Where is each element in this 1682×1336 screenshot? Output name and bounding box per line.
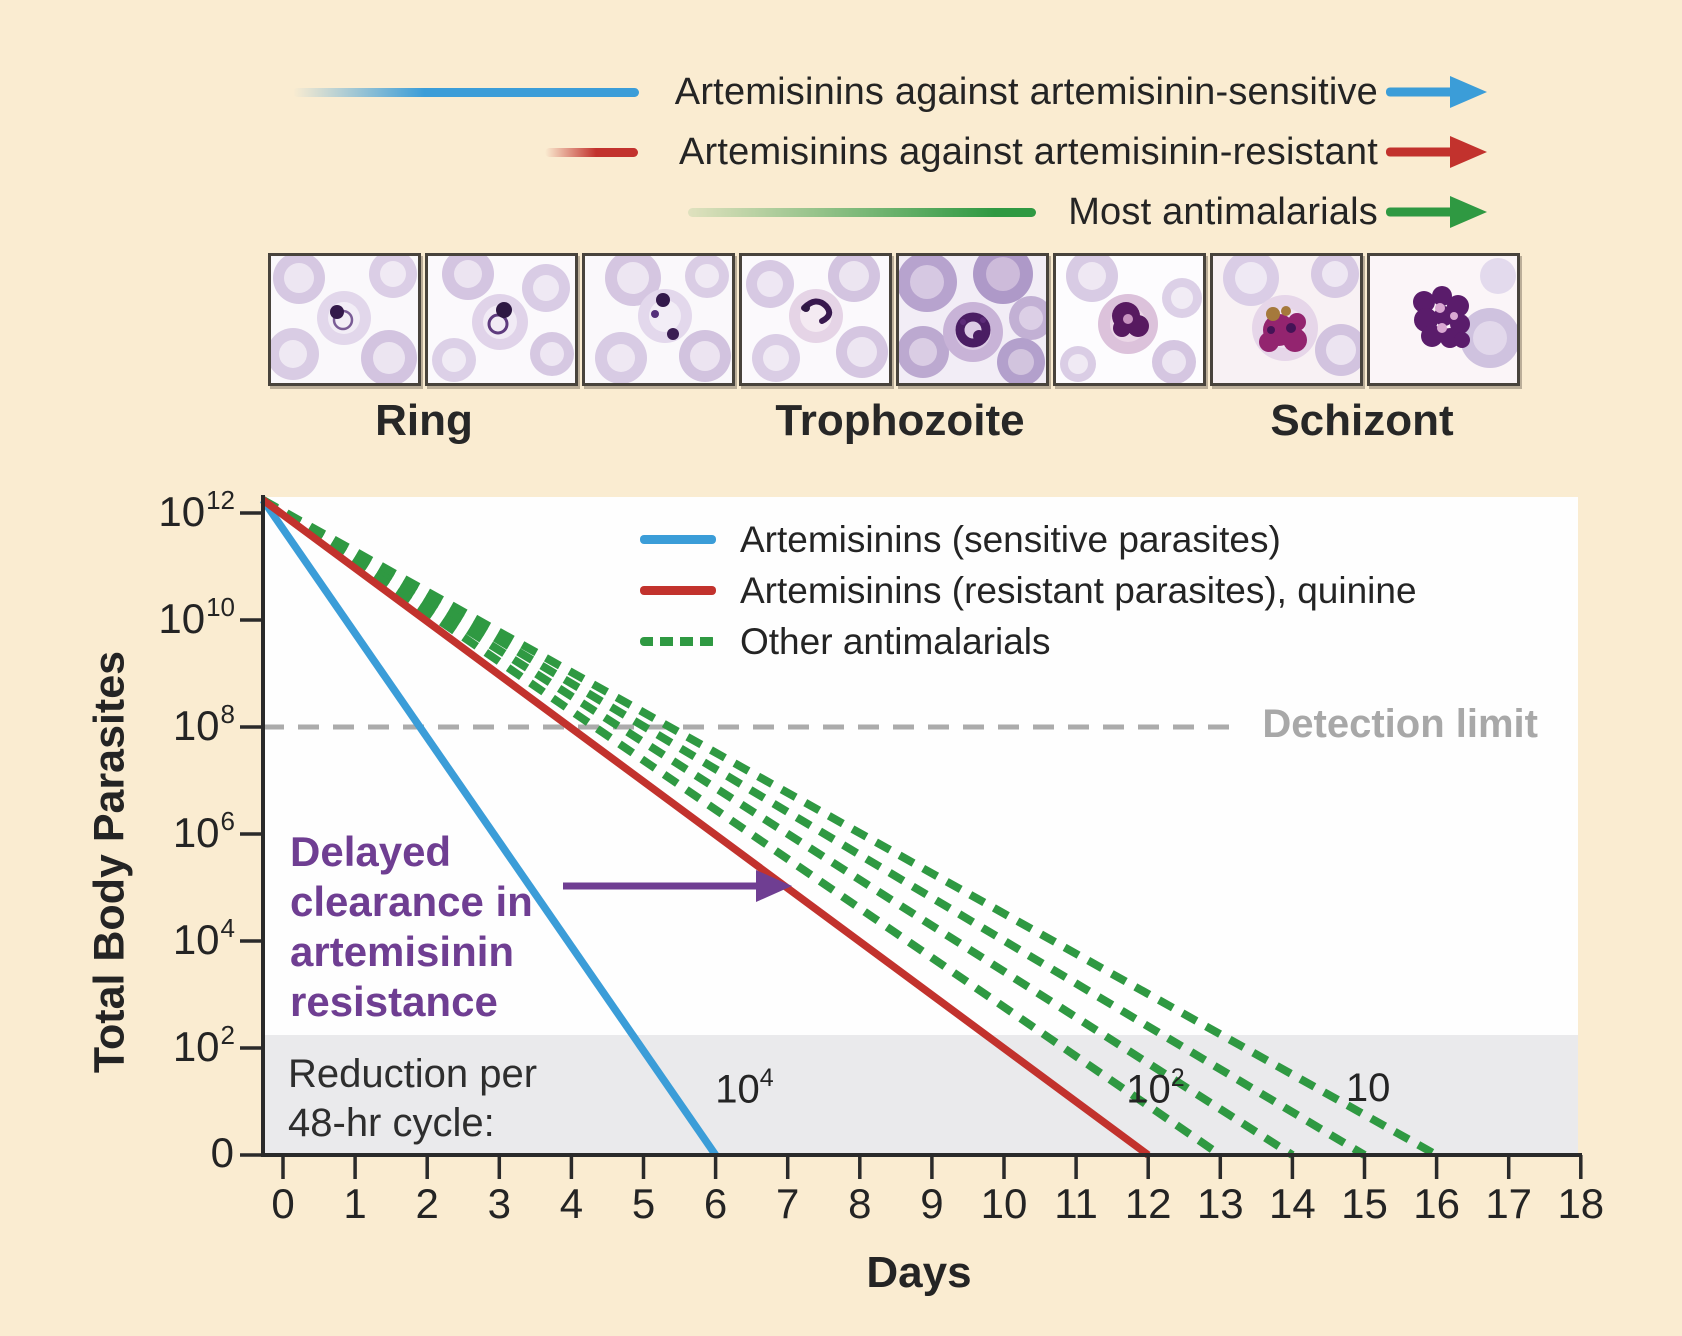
reduction-value-label: 10	[1345, 1066, 1391, 1110]
line-swatch-icon	[640, 535, 716, 544]
smear-photo-7	[1210, 253, 1363, 386]
legend-item: Other antimalarials	[640, 616, 1417, 667]
x-tick-label: 15	[1341, 1180, 1388, 1227]
smear-photo-6	[1053, 253, 1206, 386]
reduction-value-label: 102	[1126, 1064, 1185, 1112]
x-tick-label: 14	[1269, 1180, 1316, 1227]
legend-label: Artemisinins (resistant parasites), quin…	[740, 569, 1417, 611]
x-tick-label: 12	[1124, 1180, 1172, 1227]
arrow-label: Most antimalarials	[1068, 191, 1378, 233]
stage-label-trophozoite: Trophozoite	[775, 396, 1025, 445]
x-tick-label: 10	[980, 1180, 1028, 1227]
y-tick-label: 0	[210, 1129, 234, 1176]
x-tick-label: 18	[1557, 1180, 1605, 1227]
stage-label-schizont: Schizont	[1270, 396, 1454, 445]
x-tick-label: 8	[848, 1180, 872, 1227]
x-tick-label: 7	[776, 1180, 800, 1227]
reduction-value-label: 104	[715, 1064, 774, 1112]
legend-label: Artemisinins (sensitive parasites)	[740, 518, 1281, 560]
smear-photo-2	[425, 253, 578, 386]
legend-item: Artemisinins (resistant parasites), quin…	[640, 565, 1417, 616]
y-tick-label: 102	[172, 1020, 235, 1070]
arrow-tail	[293, 88, 639, 97]
smear-photo-8	[1367, 253, 1520, 386]
line-swatch-icon	[640, 586, 716, 595]
legend-item: Artemisinins (sensitive parasites)	[640, 514, 1417, 565]
y-axis-title: Total Body Parasites	[85, 650, 134, 1074]
dashed-line-swatch-icon	[640, 637, 716, 646]
x-tick-label: 2	[415, 1180, 439, 1227]
x-tick-label: 6	[703, 1180, 728, 1227]
x-tick-label: 5	[631, 1180, 656, 1227]
right-arrow-icon	[1386, 196, 1487, 228]
arrow-tail	[545, 148, 638, 157]
stage-label-ring: Ring	[375, 396, 473, 445]
y-tick-label: 1010	[158, 592, 235, 642]
x-tick-label: 13	[1196, 1180, 1244, 1227]
right-arrow-icon	[1386, 136, 1487, 168]
x-axis-title: Days	[866, 1248, 972, 1297]
reduction-per-cycle-caption: Reduction per 48-hr cycle:	[288, 1052, 538, 1145]
x-tick-label: 17	[1485, 1180, 1533, 1227]
x-tick-label: 9	[920, 1180, 944, 1227]
x-tick-label: 4	[559, 1180, 584, 1227]
detection-limit-label: Detection limit	[1262, 702, 1538, 746]
arrow-tail	[688, 208, 1036, 217]
smear-photo-1	[268, 253, 421, 386]
x-tick-label: 11	[1054, 1180, 1098, 1227]
x-tick-label: 16	[1413, 1180, 1460, 1227]
right-arrow-icon	[1386, 76, 1487, 108]
x-tick-label: 3	[487, 1180, 511, 1227]
arrow-label: Artemisinins against artemisinin-sensiti…	[674, 71, 1378, 113]
x-tick-label: 0	[271, 1180, 295, 1227]
arrow-label: Artemisinins against artemisinin-resista…	[679, 131, 1378, 173]
x-tick-label: 1	[343, 1180, 367, 1227]
y-tick-label: 106	[172, 806, 235, 856]
legend-label: Other antimalarials	[740, 620, 1051, 662]
y-tick-label: 1012	[158, 485, 235, 535]
chart-legend: Artemisinins (sensitive parasites) Artemi…	[640, 514, 1417, 667]
smear-photo-4	[739, 253, 892, 386]
y-tick-label: 108	[172, 699, 235, 749]
smear-photo-3	[582, 253, 735, 386]
y-tick-label: 104	[172, 913, 235, 963]
delayed-clearance-annotation: Delayed clearance in artemisinin resista…	[290, 828, 533, 1025]
smear-photo-5	[896, 253, 1049, 386]
